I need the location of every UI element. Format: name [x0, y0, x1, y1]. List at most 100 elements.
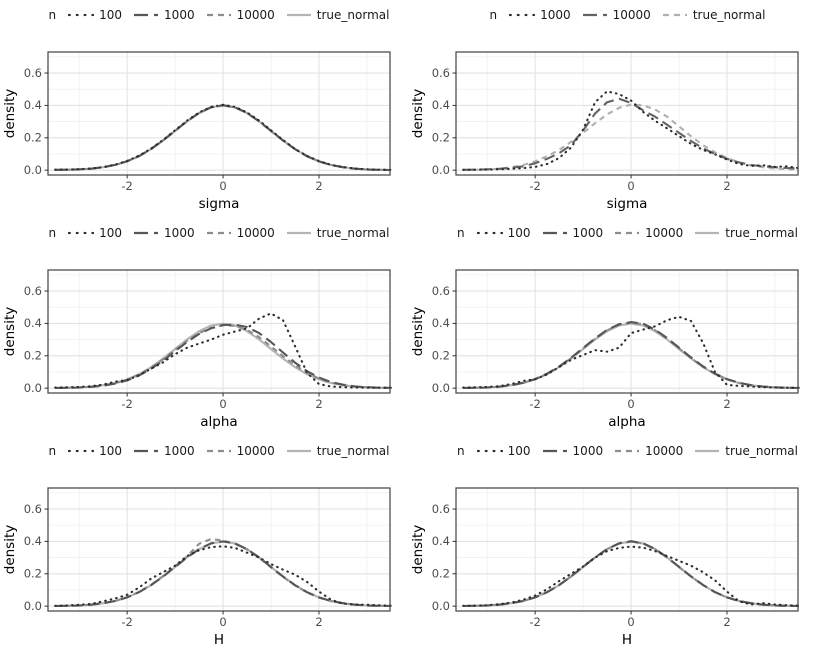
legend-label: true_normal	[725, 226, 798, 240]
y-tick-label: 0.4	[432, 534, 450, 548]
legend: n 1000 10000 true_normal	[408, 0, 817, 30]
y-tick-label: 0.6	[24, 66, 42, 80]
legend-item: 1000	[133, 226, 195, 240]
legend-key-dotted-icon	[68, 231, 95, 235]
legend-item: 10000	[614, 226, 683, 240]
panel-sigma-right: n 1000 10000 true_normal -2 0 2 0.0 0.2 0.4 0.6 sig…	[408, 0, 817, 218]
x-tick-label: -2	[529, 397, 540, 411]
legend-item: 1000	[509, 8, 571, 22]
legend-item: 100	[476, 226, 531, 240]
legend-item: 10000	[614, 444, 683, 458]
x-tick-label: 0	[627, 615, 634, 629]
legend-key-dashed-icon	[662, 13, 687, 17]
legend-label: 1000	[572, 226, 604, 240]
x-axis-title: H	[214, 632, 224, 648]
legend-key-dashed-icon	[615, 231, 640, 235]
panel-alpha-right: n 100 1000 10000 true_normal -2 0 2 0.0 0.2 0.4 0.6…	[408, 218, 817, 436]
y-tick-label: 0.4	[432, 316, 450, 330]
x-tick-label: -2	[529, 615, 540, 629]
legend-label: 100	[99, 444, 123, 458]
legend-key-longdash-icon	[134, 449, 159, 453]
x-tick-label: 0	[219, 179, 226, 193]
y-axis-title: density	[410, 525, 426, 575]
legend-label: 100	[99, 8, 123, 22]
y-tick-label: 0.6	[24, 284, 42, 298]
plot-svg: -2 0 2 0.0 0.2 0.4 0.6 alpha density	[2, 269, 393, 430]
y-axis-title: density	[410, 89, 426, 139]
legend-title: n	[48, 8, 57, 22]
legend-label: true_normal	[316, 8, 390, 22]
legend-label: 1000	[164, 8, 195, 22]
legend-item: 100	[68, 226, 122, 240]
legend-label: 10000	[645, 226, 684, 240]
legend-label: 100	[99, 226, 123, 240]
legend-key-dashed-icon	[206, 13, 231, 17]
y-tick-label: 0.6	[432, 66, 450, 80]
legend-label: 10000	[612, 8, 651, 22]
legend-key-dotted-icon	[509, 13, 536, 17]
density-curve-10000	[463, 97, 800, 171]
y-axis-title: density	[2, 307, 18, 357]
x-axis-title: sigma	[199, 196, 240, 212]
legend-item: true_normal	[286, 444, 389, 458]
legend-item: 1000	[542, 226, 604, 240]
legend-item: 1000	[133, 8, 195, 22]
panel-border	[455, 269, 799, 394]
legend-item: 100	[476, 444, 531, 458]
x-tick-label: 2	[723, 397, 730, 411]
y-tick-label: 0.0	[24, 381, 42, 395]
panel-border	[455, 51, 799, 176]
x-tick-label: 0	[627, 397, 634, 411]
legend-key-dashed-icon	[206, 449, 231, 453]
legend-item: true_normal	[694, 226, 798, 240]
panel-sigma-left: n 100 1000 10000 true_normal -2 0 2 0.0 0.2 0.4 0.6…	[0, 0, 408, 218]
legend-key-longdash-icon	[542, 231, 567, 235]
y-axis-title: density	[410, 307, 426, 357]
legend-label: true_normal	[316, 226, 390, 240]
y-tick-label: 0.0	[432, 381, 450, 395]
legend-label: 1000	[164, 444, 195, 458]
legend-item: 100	[68, 444, 122, 458]
x-tick-label: 0	[219, 615, 226, 629]
y-axis-title: density	[2, 89, 18, 139]
legend-title: n	[457, 226, 465, 240]
legend: n 100 1000 10000 true_normal	[408, 436, 817, 466]
legend-label: 100	[507, 444, 531, 458]
legend-item: true_normal	[694, 444, 798, 458]
legend-item: true_normal	[286, 226, 390, 240]
legend-label: 10000	[645, 444, 684, 458]
plot-svg: -2 0 2 0.0 0.2 0.4 0.6 alpha density	[410, 269, 801, 430]
legend-item: 1000	[133, 444, 195, 458]
legend-label: 100	[507, 226, 531, 240]
panel-border	[47, 487, 391, 612]
legend-title: n	[48, 444, 57, 458]
y-tick-label: 0.2	[24, 567, 42, 581]
legend-key-solid-icon	[695, 449, 720, 453]
panel-background	[48, 488, 390, 611]
plot-svg: -2 0 2 0.0 0.2 0.4 0.6 sigma density	[410, 51, 801, 212]
legend-item: 10000	[206, 8, 275, 22]
x-tick-label: 2	[315, 615, 322, 629]
legend: n 100 1000 10000 true_normal	[0, 436, 408, 466]
legend-item: 1000	[542, 444, 603, 458]
legend-item: 10000	[206, 226, 275, 240]
x-tick-label: 0	[219, 397, 226, 411]
x-tick-label: -2	[121, 179, 132, 193]
x-tick-label: 2	[315, 179, 322, 193]
y-tick-label: 0.6	[432, 284, 450, 298]
legend: n 100 1000 10000 true_normal	[0, 218, 408, 248]
panel-border	[47, 269, 391, 394]
panel-background	[456, 52, 798, 175]
x-tick-label: -2	[121, 397, 132, 411]
legend-item: true_normal	[286, 8, 390, 22]
panel-h-left: n 100 1000 10000 true_normal -2 0 2 0.0 0.2 0.4 0.6…	[0, 436, 408, 654]
legend-key-longdash-icon	[542, 449, 567, 453]
density-curve-100	[54, 103, 393, 171]
plot-svg: -2 0 2 0.0 0.2 0.4 0.6 sigma density	[2, 51, 393, 212]
panel-background	[48, 270, 390, 393]
legend-key-dotted-icon	[68, 449, 95, 453]
legend-label: 1000	[540, 8, 571, 22]
legend-item: true_normal	[662, 8, 766, 22]
y-axis-title: density	[2, 525, 18, 575]
y-tick-label: 0.4	[24, 98, 42, 112]
